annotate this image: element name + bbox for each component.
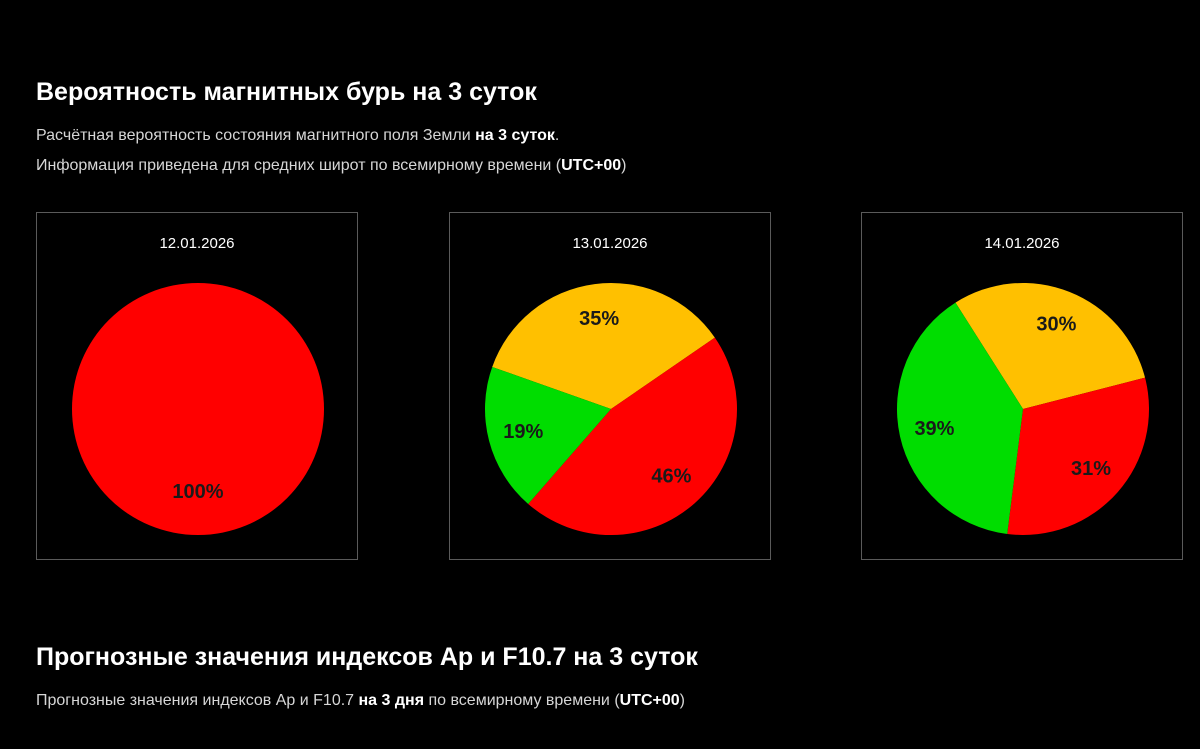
pie-slice-green (485, 366, 611, 504)
storm-probability-description: Расчётная вероятность состояния магнитно… (36, 127, 559, 145)
pie-slice-label: 46% (651, 466, 691, 488)
index-forecast-description: Прогнозные значения индексов Ap и F10.7 … (36, 692, 685, 710)
pie-slice-label: 39% (914, 418, 954, 440)
index-forecast-title: Прогнозные значения индексов Ap и F10.7 … (36, 643, 698, 671)
pie-slice-label: 100% (172, 481, 223, 503)
pie-chart-card-day3: 14.01.2026 30% 31% 39% (861, 212, 1183, 560)
description-text: . (554, 127, 560, 144)
description-bold: на 3 суток (475, 127, 555, 144)
note-text: ) (621, 157, 627, 174)
description-bold: UTC+00 (619, 692, 680, 709)
chart-date: 13.01.2026 (572, 235, 648, 252)
note-text: Информация приведена для средних широт п… (36, 157, 562, 174)
pie-chart-card-day1: 12.01.2026 100% (36, 212, 358, 560)
chart-date: 14.01.2026 (984, 235, 1060, 252)
chart-date: 12.01.2026 (159, 235, 235, 252)
description-text: ) (679, 692, 685, 709)
pie-slice-label: 31% (1071, 458, 1111, 480)
pie-slice-label: 30% (1036, 314, 1076, 336)
pie-slice-red (1007, 377, 1149, 535)
description-bold: на 3 дня (358, 692, 425, 709)
pie-chart-card-day2: 13.01.2026 35% 46% 19% (449, 212, 771, 560)
pie-slice-orange (492, 283, 715, 409)
pie-slice-red (72, 283, 324, 535)
pie-slice-red (528, 337, 737, 535)
pie-chart: 35% 46% 19% (485, 283, 737, 535)
pie-slice-label: 35% (579, 308, 619, 330)
description-text: Расчётная вероятность состояния магнитно… (36, 127, 476, 144)
description-text: по всемирному времени ( (424, 692, 620, 709)
storm-probability-note: Информация приведена для средних широт п… (36, 157, 626, 175)
storm-probability-title: Вероятность магнитных бурь на 3 суток (36, 78, 537, 106)
note-bold: UTC+00 (561, 157, 622, 174)
pie-slice-label: 19% (503, 421, 543, 443)
pie-slice-green (897, 302, 1023, 535)
pie-slice-orange (955, 283, 1146, 409)
pie-chart: 100% (72, 283, 324, 535)
description-text: Прогнозные значения индексов Ap и F10.7 (36, 692, 359, 709)
pie-chart: 30% 31% 39% (897, 283, 1149, 535)
